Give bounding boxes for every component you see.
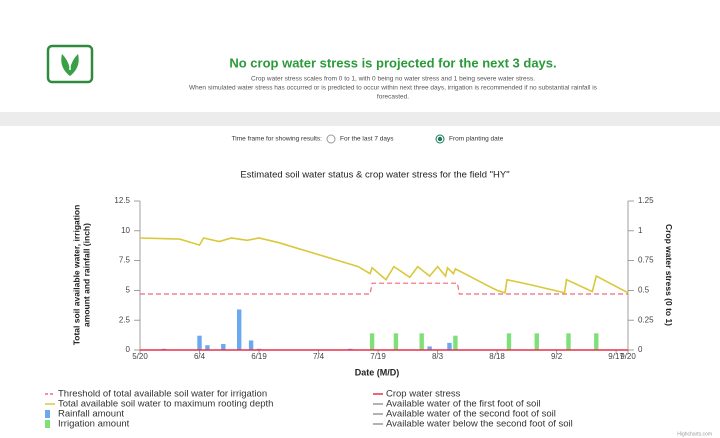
legend-label: Available water of the second foot of so… — [386, 409, 556, 420]
y-tick-label: 7.5 — [119, 256, 131, 265]
bar — [427, 346, 432, 350]
y-axis-label: amount and rainfall (inch) — [81, 223, 91, 327]
y-tick-label: 5 — [126, 286, 131, 295]
y-tick-label: 2.5 — [119, 315, 131, 324]
bar — [419, 333, 424, 350]
y2-tick-label: 1 — [638, 226, 643, 235]
radio-button[interactable] — [326, 134, 336, 144]
legend-label: Rainfall amount — [58, 409, 124, 420]
series-line — [140, 282, 628, 295]
x-axis-label: Date (M/D) — [355, 367, 400, 377]
subtitle: When simulated water stress has occurred… — [189, 85, 598, 92]
bar — [393, 333, 399, 350]
bar — [248, 340, 254, 350]
x-tick-label: 7/19 — [370, 352, 386, 361]
radio-dot — [437, 136, 443, 142]
y-tick-label: 10 — [121, 226, 130, 235]
y2-tick-label: 0 — [638, 345, 643, 354]
x-tick-label: 5/20 — [132, 352, 148, 361]
x-tick-label: 9/2 — [551, 352, 563, 361]
radio-label[interactable]: From planting date — [449, 136, 504, 143]
y-tick-label: 12.5 — [114, 196, 130, 205]
legend-label: Available water below the second foot of… — [386, 419, 573, 430]
legend-symbol — [45, 410, 50, 418]
y2-tick-label: 0.75 — [638, 256, 654, 265]
bar — [205, 345, 210, 350]
x-tick-label: 6/4 — [194, 352, 206, 361]
y2-tick-label: 0.5 — [638, 286, 650, 295]
bar — [447, 342, 452, 350]
bar — [221, 344, 226, 350]
legend-label: Crop water stress — [386, 389, 461, 400]
bar — [236, 309, 242, 350]
x-tick-label: 8/18 — [489, 352, 505, 361]
bar — [534, 333, 539, 350]
subtitle: forecasted. — [377, 94, 409, 101]
x-tick-label: 6/19 — [251, 352, 267, 361]
bar — [566, 333, 571, 350]
bar — [369, 333, 375, 350]
legend-label: Irrigation amount — [58, 419, 130, 430]
series-line — [139, 237, 629, 294]
logo — [46, 44, 94, 84]
y2-axis-label: Crop water stress (0 to 1) — [664, 224, 674, 326]
bar — [594, 333, 599, 350]
status-title: No crop water stress is projected for th… — [229, 55, 556, 70]
legend-symbol — [45, 420, 50, 428]
y2-tick-label: 1.25 — [638, 196, 654, 205]
y-axis-label: Total soil available water, irrigation — [71, 205, 81, 346]
x-tick-label: 8/3 — [432, 352, 444, 361]
bar — [506, 333, 512, 350]
x-tick-label: 7/4 — [313, 352, 325, 361]
legend-label: Threshold of total available soil water … — [58, 389, 267, 400]
y-tick-label: 0 — [126, 345, 131, 354]
y2-tick-label: 0.25 — [638, 315, 654, 324]
legend-label: Total available soil water to maximum ro… — [58, 399, 273, 410]
bar — [453, 335, 458, 350]
radio-label[interactable]: For the last 7 days — [340, 136, 394, 143]
bar — [197, 335, 202, 350]
time-frame-label: Time frame for showing results: — [232, 136, 323, 143]
chart-title: Estimated soil water status & crop water… — [240, 170, 509, 181]
divider-band — [0, 112, 720, 126]
x-tick-label: 9/17 — [608, 352, 624, 361]
x-tick-label: 9/20 — [620, 352, 636, 361]
legend-label: Available water of the first foot of soi… — [386, 399, 541, 410]
subtitle: Crop water stress scales from 0 to 1, wi… — [251, 76, 535, 83]
credit: Highcharts.com — [677, 431, 712, 437]
